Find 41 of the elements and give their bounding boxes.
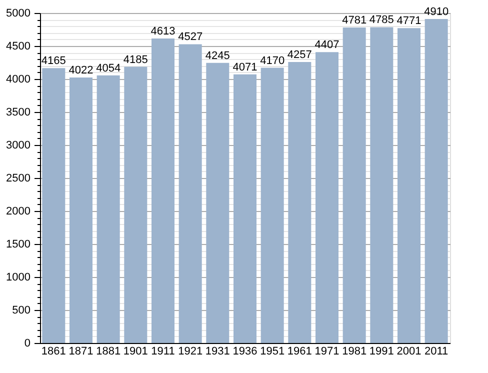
x-tick-label: 1991 — [369, 346, 394, 358]
y-tick-label: 5000 — [6, 8, 30, 20]
data-label: 4245 — [205, 50, 230, 62]
x-tick-label: 1861 — [41, 346, 66, 358]
data-label: 4257 — [287, 49, 312, 62]
data-label: 4785 — [369, 14, 394, 26]
y-tick-label: 1500 — [6, 238, 30, 250]
x-tick-label: 1936 — [232, 346, 258, 358]
x-tick-label: 1871 — [68, 346, 94, 358]
x-tick-label: 2001 — [396, 346, 422, 358]
data-label: 4022 — [68, 64, 94, 77]
y-tick-label: 500 — [12, 304, 30, 316]
x-tick-label: 1951 — [260, 346, 285, 358]
data-label: 4071 — [232, 61, 258, 74]
x-tick-label: 1931 — [205, 346, 230, 358]
y-tick-label: 2000 — [6, 206, 30, 218]
data-label: 4613 — [150, 26, 176, 38]
x-tick-label: 1961 — [287, 346, 312, 358]
x-tick-label: 1881 — [96, 346, 121, 358]
x-tick-label: 1911 — [151, 346, 175, 358]
x-tick-label: 1971 — [314, 346, 340, 358]
data-label: 4771 — [396, 15, 422, 28]
x-tick-label: 1921 — [178, 346, 203, 358]
data-label: 4781 — [342, 14, 367, 26]
x-tick-label: 1901 — [123, 346, 148, 358]
x-tick-label: 2011 — [424, 346, 448, 358]
data-label: 4170 — [260, 54, 285, 67]
y-tick-label: 4000 — [6, 74, 30, 86]
data-label: 4910 — [424, 6, 449, 18]
x-tick-label: 1981 — [342, 346, 367, 358]
y-tick-label: 2500 — [6, 172, 30, 184]
y-tick-label: 4500 — [6, 40, 30, 52]
data-label: 4165 — [41, 55, 66, 68]
y-tick-label: 3500 — [6, 106, 30, 118]
y-tick-label: 1000 — [6, 272, 30, 284]
data-label: 4527 — [178, 31, 203, 44]
data-label: 4185 — [123, 54, 148, 66]
data-label: 4407 — [314, 39, 340, 52]
y-tick-label: 0 — [24, 338, 30, 350]
data-label: 4054 — [96, 62, 121, 74]
y-tick-label: 3000 — [6, 140, 30, 152]
